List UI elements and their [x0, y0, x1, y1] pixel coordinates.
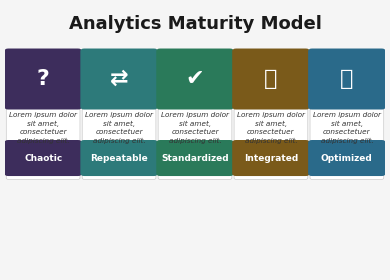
FancyBboxPatch shape: [232, 48, 310, 109]
FancyBboxPatch shape: [4, 140, 82, 176]
FancyBboxPatch shape: [308, 48, 386, 109]
FancyBboxPatch shape: [310, 109, 384, 179]
FancyBboxPatch shape: [80, 48, 158, 109]
Text: Analytics Maturity Model: Analytics Maturity Model: [69, 15, 321, 33]
Text: Standardized: Standardized: [161, 153, 229, 162]
FancyBboxPatch shape: [156, 140, 234, 176]
Text: Lorem ipsum dolor
sit amet,
consectetuer
adipiscing elit.: Lorem ipsum dolor sit amet, consectetuer…: [161, 112, 229, 144]
FancyBboxPatch shape: [82, 109, 156, 179]
FancyBboxPatch shape: [156, 48, 234, 109]
FancyBboxPatch shape: [4, 48, 82, 109]
Text: ✔: ✔: [186, 69, 204, 89]
Text: Lorem ipsum dolor
sit amet,
consectetuer
adipiscing elit.: Lorem ipsum dolor sit amet, consectetuer…: [9, 112, 77, 144]
Text: 🔍: 🔍: [340, 69, 354, 89]
Text: Lorem ipsum dolor
sit amet,
consectetuer
adipiscing elit.: Lorem ipsum dolor sit amet, consectetuer…: [237, 112, 305, 144]
FancyBboxPatch shape: [6, 109, 80, 179]
Text: Integrated: Integrated: [244, 153, 298, 162]
FancyBboxPatch shape: [232, 140, 310, 176]
FancyBboxPatch shape: [158, 109, 232, 179]
Text: ?: ?: [37, 69, 50, 89]
Text: Optimized: Optimized: [321, 153, 373, 162]
FancyBboxPatch shape: [234, 109, 308, 179]
Text: Lorem ipsum dolor
sit amet,
consectetuer
adipiscing elit.: Lorem ipsum dolor sit amet, consectetuer…: [313, 112, 381, 144]
Text: Chaotic: Chaotic: [24, 153, 62, 162]
FancyBboxPatch shape: [308, 140, 386, 176]
Text: Lorem ipsum dolor
sit amet,
consectetuer
adipiscing elit.: Lorem ipsum dolor sit amet, consectetuer…: [85, 112, 153, 144]
FancyBboxPatch shape: [80, 140, 158, 176]
Text: ⌸: ⌸: [264, 69, 278, 89]
Text: ⇄: ⇄: [110, 69, 128, 89]
Text: Repeatable: Repeatable: [90, 153, 148, 162]
